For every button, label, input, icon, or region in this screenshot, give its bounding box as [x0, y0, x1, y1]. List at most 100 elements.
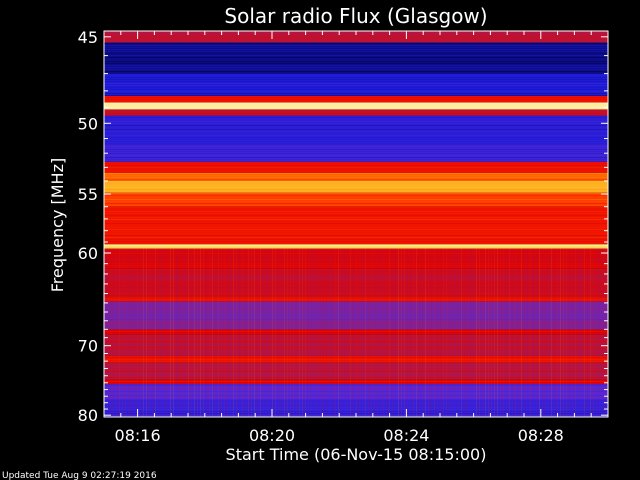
spectrogram-streak: [104, 339, 608, 340]
spectrogram-texture: [104, 31, 608, 417]
spectrogram-striation: [383, 248, 384, 417]
spectrogram-streak: [104, 183, 608, 184]
spectrogram-streak: [104, 379, 608, 380]
spectrogram-streak: [104, 79, 608, 80]
spectrogram-streak: [104, 233, 608, 234]
spectrogram-striation: [458, 248, 459, 417]
spectrogram-streak: [104, 345, 608, 346]
spectrogram-striation: [518, 248, 519, 417]
spectrogram-streak: [104, 39, 608, 40]
spectrogram-striation: [164, 248, 165, 417]
spectrogram-striation: [398, 248, 399, 417]
spectrogram-striation: [341, 248, 342, 417]
spectrogram-striation: [416, 248, 417, 417]
spectrogram-streak: [104, 249, 608, 250]
spectrogram-band-11: [104, 192, 608, 207]
spectrogram-striation: [170, 248, 171, 417]
spectrogram-striation: [422, 248, 423, 417]
spectrogram-streak: [104, 149, 608, 150]
spectrogram-streak: [104, 283, 608, 284]
spectrogram-streak: [104, 279, 608, 280]
spectrogram-striation: [257, 248, 258, 417]
spectrogram-band-8: [104, 161, 608, 173]
chart-title: Solar radio Flux (Glasgow): [224, 4, 487, 28]
spectrogram-band-2: [104, 73, 608, 96]
spectrogram-streak: [104, 237, 608, 238]
spectrogram-striation: [593, 248, 594, 417]
spectrogram-striation: [395, 248, 396, 417]
spectrogram-streak: [104, 207, 608, 208]
spectrogram-striation: [404, 248, 405, 417]
spectrogram-striation: [299, 248, 300, 417]
spectrogram-striation: [494, 248, 495, 417]
spectrogram-streak: [104, 243, 608, 244]
spectrogram-streak: [104, 223, 608, 224]
spectrogram-streak: [104, 179, 608, 180]
spectrogram-streak: [104, 209, 608, 210]
spectrogram-striation: [191, 248, 192, 417]
spectrogram-striation: [467, 248, 468, 417]
spectrogram-streak: [104, 317, 608, 318]
spectrogram-streak: [104, 159, 608, 160]
spectrogram-streak: [104, 87, 608, 88]
spectrogram-band-20: [104, 355, 608, 363]
spectrogram-streak: [104, 77, 608, 78]
spectrogram-striation: [221, 248, 222, 417]
spectrogram-striation: [161, 248, 162, 417]
spectrogram-striation: [218, 248, 219, 417]
spectrogram-streak: [104, 193, 608, 194]
spectrogram-band-12: [104, 206, 608, 245]
spectrogram-striation: [347, 248, 348, 417]
spectrogram-streak: [104, 203, 608, 204]
spectrogram-streak: [104, 269, 608, 270]
spectrogram-streak: [104, 335, 608, 336]
spectrogram-striation: [296, 248, 297, 417]
y-axis-ticks: 45 50 55 60 70 80: [78, 28, 608, 425]
spectrogram-streak: [104, 119, 608, 120]
spectrogram-band-9: [104, 172, 608, 181]
spectrogram-striation: [149, 248, 150, 417]
spectrogram-striation: [206, 248, 207, 417]
spectrogram-band-23: [104, 384, 608, 400]
spectrogram-streak: [104, 71, 608, 72]
spectrogram-striation: [572, 248, 573, 417]
spectrogram-streak: [104, 137, 608, 138]
spectrogram-striation: [116, 248, 117, 417]
spectrogram-striation: [443, 248, 444, 417]
spectrogram-striation: [323, 248, 324, 417]
spectrogram-striation: [209, 248, 210, 417]
spectrogram-striation: [569, 248, 570, 417]
spectrogram-striation: [338, 248, 339, 417]
spectrogram-streak: [104, 299, 608, 300]
spectrogram-streak: [104, 213, 608, 214]
spectrogram-striation: [125, 248, 126, 417]
spectrogram-striation: [602, 248, 603, 417]
spectrogram-streak: [104, 59, 608, 60]
spectrogram-streak: [104, 395, 608, 396]
spectrogram-streak: [104, 365, 608, 366]
spectrogram-streak: [104, 105, 608, 106]
spectrogram-streak: [104, 403, 608, 404]
spectrogram-striation: [311, 248, 312, 417]
spectrogram-streak: [104, 167, 608, 168]
spectrogram-striation: [527, 248, 528, 417]
spectrogram-striation: [197, 248, 198, 417]
spectrogram-streak: [104, 103, 608, 104]
spectrogram-streak: [104, 117, 608, 118]
spectrogram-streak: [104, 361, 608, 362]
y-tick-label-60: 60: [78, 244, 98, 263]
spectrogram-streak: [104, 391, 608, 392]
spectrogram-streak: [104, 127, 608, 128]
spectrogram-striation: [392, 248, 393, 417]
spectrogram-streak: [104, 177, 608, 178]
spectrogram-band-24: [104, 399, 608, 417]
spectrogram-streak: [104, 95, 608, 96]
spectrogram-streak: [104, 261, 608, 262]
spectrogram-striation: [365, 248, 366, 417]
spectrogram-streak: [104, 401, 608, 402]
spectrogram-streak: [104, 363, 608, 364]
spectrogram-streak: [104, 63, 608, 64]
spectrogram-streak: [104, 251, 608, 252]
spectrogram-striation: [428, 248, 429, 417]
spectrogram-streak: [104, 157, 608, 158]
